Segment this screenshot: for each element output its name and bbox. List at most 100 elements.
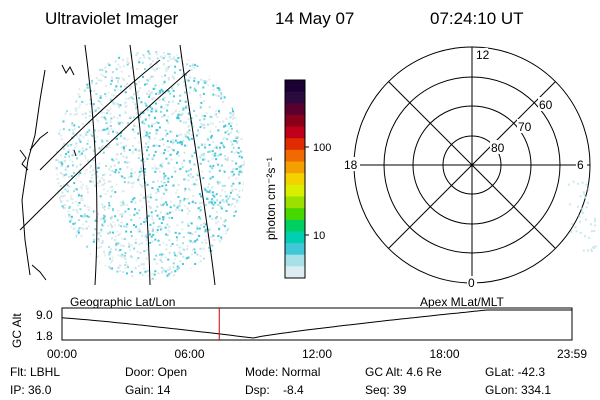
speckle-dot (179, 55, 182, 58)
speckle-dot (166, 104, 169, 107)
speckle-dot (142, 263, 145, 266)
speckle-dot (215, 146, 218, 149)
speckle-dot (199, 217, 202, 220)
speckle-dot (237, 139, 240, 142)
speckle-dot (104, 118, 107, 121)
speckle-dot (65, 166, 68, 169)
speckle-dot (122, 200, 124, 203)
speckle-dot (61, 88, 64, 90)
speckle-dot (70, 94, 73, 97)
speckle-dot (231, 143, 234, 146)
speckle-dot (224, 56, 227, 59)
speckle-dot (235, 135, 237, 138)
speckle-dot (233, 255, 236, 258)
speckle-dot (100, 230, 103, 233)
speckle-dot (63, 148, 66, 150)
speckle-dot (119, 244, 122, 247)
speckle-dot (103, 220, 106, 223)
speckle-dot (219, 267, 222, 270)
speckle-dot (232, 168, 235, 170)
speckle-dot (73, 182, 76, 185)
speckle-dot (84, 270, 87, 273)
speckle-dot (167, 228, 170, 231)
speckle-dot (234, 99, 237, 102)
speckle-dot (168, 55, 171, 58)
speckle-dot (184, 100, 187, 103)
speckle-dot (151, 125, 153, 128)
speckle-dot (219, 59, 221, 62)
speckle-dot (178, 110, 181, 113)
speckle-dot (99, 101, 102, 104)
speckle-dot (92, 277, 95, 280)
speckle-dot (588, 236, 591, 239)
speckle-dot (162, 82, 165, 85)
speckle-dot (96, 182, 99, 185)
speckle-dot (106, 112, 109, 115)
altitude-timeline: GC Alt 9.0 1.8 00:00 06:00 12:00 18:00 23:59 (10, 307, 587, 361)
speckle-dot (64, 245, 67, 248)
speckle-dot (165, 233, 168, 236)
speckle-dot (177, 205, 180, 207)
speckle-dot (80, 194, 83, 197)
speckle-dot (203, 126, 206, 129)
speckle-dot (235, 210, 238, 213)
speckle-dot (162, 143, 165, 146)
speckle-dot (203, 62, 206, 65)
speckle-dot (133, 124, 135, 127)
speckle-dot (159, 164, 162, 167)
speckle-dot (237, 173, 240, 176)
speckle-dot (192, 248, 195, 251)
speckle-dot (72, 129, 75, 132)
speckle-dot (188, 131, 191, 134)
speckle-dot (223, 69, 226, 72)
speckle-dot (100, 50, 103, 53)
speckle-dot (90, 260, 93, 263)
speckle-dot (93, 110, 96, 113)
speckle-dot (242, 76, 245, 79)
speckle-dot (63, 194, 66, 197)
colorbar-swatch (285, 266, 305, 279)
speckle-dot (179, 94, 182, 97)
speckle-dot (221, 73, 224, 76)
speckle-dot (196, 174, 199, 177)
speckle-dot (146, 78, 149, 81)
speckle-dot (61, 260, 64, 263)
speckle-dot (86, 205, 89, 208)
speckle-dot (239, 111, 242, 114)
speckle-dot (155, 279, 158, 280)
speckle-dot (63, 248, 66, 251)
speckle-dot (181, 162, 183, 165)
speckle-dot (193, 163, 196, 166)
speckle-dot (115, 242, 118, 245)
speckle-dot (244, 186, 245, 189)
speckle-dot (215, 110, 218, 113)
speckle-dot (186, 248, 189, 251)
speckle-dot (116, 137, 118, 140)
speckle-dot (186, 198, 189, 200)
speckle-dot (226, 194, 229, 197)
speckle-dot (196, 253, 199, 256)
speckle-dot (67, 83, 70, 85)
speckle-dot (165, 103, 168, 106)
speckle-dot (126, 272, 128, 275)
speckle-dot (224, 125, 226, 128)
speckle-dot (134, 103, 137, 106)
speckle-dot (148, 95, 151, 98)
speckle-dot (191, 64, 194, 67)
speckle-dot (117, 233, 120, 236)
speckle-dot (217, 154, 220, 157)
info-seq: Seq: 39 (365, 383, 407, 397)
speckle-dot (95, 108, 98, 111)
colorbar-swatch (285, 103, 305, 116)
speckle-dot (89, 170, 92, 173)
speckle-dot (105, 84, 107, 87)
speckle-dot (233, 235, 235, 238)
speckle-dot (134, 201, 137, 204)
speckle-dot (110, 79, 113, 82)
speckle-dot (100, 245, 103, 248)
speckle-dot (128, 75, 131, 78)
speckle-dot (223, 60, 226, 63)
speckle-dot (224, 53, 227, 56)
speckle-dot (174, 58, 177, 61)
speckle-dot (236, 105, 239, 108)
